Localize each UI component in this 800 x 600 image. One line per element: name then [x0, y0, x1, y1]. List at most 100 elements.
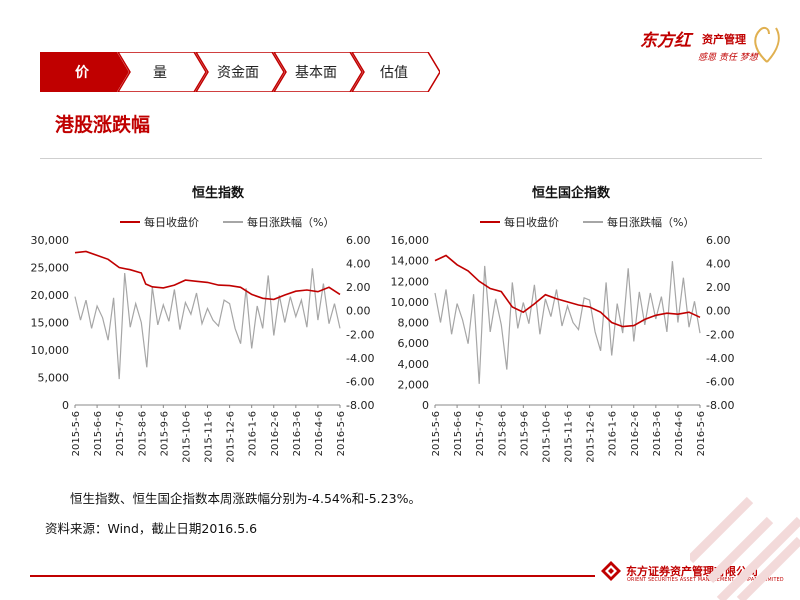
x-tick-label: 2015-5-6 — [71, 411, 82, 456]
close-price-line — [434, 254, 701, 328]
x-tick-label: 2016-2-6 — [270, 411, 281, 456]
legend-swatch — [583, 221, 603, 223]
y-left-tick-label: 20,000 — [31, 289, 70, 302]
y-right-tick-label: 2.00 — [346, 281, 371, 294]
x-tick-label: 2015-9-6 — [519, 411, 530, 456]
y-left-tick-label: 2,000 — [398, 378, 430, 391]
x-tick-label: 2015-12-6 — [586, 411, 597, 463]
x-tick-label: 2015-5-6 — [431, 411, 442, 456]
hsi-chart: 0 5,000 10,000 15,000 20,000 25,000 30,000 -8.0… — [31, 234, 375, 463]
y-right-tick-label: 6.00 — [346, 234, 371, 247]
y-right-tick-label: -2.00 — [706, 328, 734, 341]
y-right-tick-label: 6.00 — [706, 234, 731, 247]
x-tick-label: 2016-4-6 — [674, 411, 685, 456]
legend-item-change: 每日涨跌幅（%） — [583, 214, 694, 230]
y-left-tick-label: 0 — [422, 399, 429, 412]
x-tick-label: 2015-10-6 — [541, 411, 552, 463]
nav-tab-label: 量 — [153, 65, 167, 81]
y-left-tick-label: 30,000 — [31, 234, 70, 247]
nav-tabs: 价 量 资金面 基本面 估值 — [40, 52, 440, 92]
x-tick-label: 2015-8-6 — [137, 411, 148, 456]
nav-tab-label: 估值 — [380, 65, 408, 81]
y-right-tick-label: -6.00 — [346, 375, 374, 388]
company-logo-icon — [601, 561, 621, 581]
y-left-tick-label: 4,000 — [398, 358, 430, 371]
x-tick-label: 2015-10-6 — [181, 411, 192, 463]
x-tick-label: 2015-12-6 — [226, 411, 237, 463]
y-left-tick-label: 10,000 — [31, 344, 70, 357]
decorative-watermark-icon — [690, 496, 800, 600]
chart-title-hscei: 恒生国企指数 — [532, 186, 611, 201]
x-tick-label: 2015-11-6 — [564, 411, 575, 463]
x-tick-label: 2015-8-6 — [497, 411, 508, 456]
x-tick-label: 2016-3-6 — [292, 411, 303, 456]
summary-text: 恒生指数、恒生国企指数本周涨跌幅分别为-4.54%和-5.23%。 — [70, 491, 421, 506]
footer-divider — [30, 575, 595, 577]
x-tick-label: 2016-4-6 — [314, 411, 325, 456]
legend-label: 每日涨跌幅（%） — [607, 216, 695, 229]
legend-item-change: 每日涨跌幅（%） — [223, 214, 334, 230]
brand-logo: 东方红 — [640, 31, 691, 51]
y-left-tick-label: 14,000 — [391, 255, 430, 268]
y-left-tick-label: 16,000 — [391, 234, 430, 247]
brand-suffix: 资产管理 — [702, 33, 746, 46]
x-tick-label: 2016-1-6 — [248, 411, 259, 456]
nav-tab-3[interactable]: 基本面 — [273, 52, 363, 92]
nav-tab-label: 基本面 — [295, 64, 337, 81]
footer-company-name-en: ORIENT SECURITIES ASSET MANAGEMENT COMPA… — [627, 578, 784, 583]
chart-title-hsi: 恒生指数 — [192, 186, 245, 201]
y-right-tick-label: -6.00 — [706, 375, 734, 388]
y-right-tick-label: 4.00 — [346, 258, 371, 271]
y-left-tick-label: 0 — [62, 399, 69, 412]
nav-tab-label: 价 — [75, 65, 90, 81]
y-right-tick-label: 0.00 — [346, 305, 371, 318]
x-tick-label: 2016-5-6 — [336, 411, 347, 456]
x-tick-label: 2015-7-6 — [115, 411, 126, 456]
y-left-tick-label: 12,000 — [391, 275, 430, 288]
y-left-tick-label: 8,000 — [398, 317, 430, 330]
x-tick-label: 2016-2-6 — [630, 411, 641, 456]
y-left-tick-label: 6,000 — [398, 337, 430, 350]
daily-change-line — [434, 261, 701, 384]
legend-hsi: 每日收盘价 每日涨跌幅（%） — [120, 214, 358, 230]
legend-label: 每日涨跌幅（%） — [247, 216, 335, 229]
y-right-tick-label: 2.00 — [706, 281, 731, 294]
x-tick-label: 2015-6-6 — [93, 411, 104, 456]
nav-tab-2[interactable]: 资金面 — [195, 52, 285, 92]
nav-tab-1[interactable]: 量 — [117, 52, 207, 92]
x-tick-label: 2016-1-6 — [608, 411, 619, 456]
nav-tab-4[interactable]: 估值 — [351, 52, 440, 92]
y-right-tick-label: -4.00 — [346, 352, 374, 365]
nav-tab-0[interactable]: 价 — [40, 52, 129, 92]
legend-swatch — [223, 221, 243, 223]
y-right-tick-label: -8.00 — [706, 399, 734, 412]
y-right-tick-label: 0.00 — [706, 305, 731, 318]
y-left-tick-label: 15,000 — [31, 317, 70, 330]
y-right-tick-label: -4.00 — [706, 352, 734, 365]
y-right-tick-label: -2.00 — [346, 328, 374, 341]
legend-label: 每日收盘价 — [504, 216, 559, 229]
x-tick-label: 2016-5-6 — [696, 411, 707, 456]
y-right-tick-label: 4.00 — [706, 258, 731, 271]
legend-swatch — [480, 221, 500, 223]
brand-tagline: 感恩 责任 梦想 — [698, 53, 758, 63]
y-left-tick-label: 5,000 — [38, 372, 70, 385]
source-text: 资料来源：Wind，截止日期2016.5.6 — [45, 521, 258, 536]
page-title: 港股涨跌幅 — [55, 114, 151, 136]
hscei-chart: 0 2,000 4,000 6,000 8,000 10,000 12,000 14,000 1… — [391, 234, 735, 463]
x-tick-label: 2016-3-6 — [652, 411, 663, 456]
close-price-line — [74, 250, 341, 301]
legend-item-close: 每日收盘价 — [480, 214, 559, 230]
legend-hscei: 每日收盘价 每日涨跌幅（%） — [480, 214, 718, 230]
title-divider — [40, 158, 762, 159]
y-left-tick-label: 25,000 — [31, 262, 70, 275]
x-tick-label: 2015-9-6 — [159, 411, 170, 456]
x-tick-label: 2015-11-6 — [204, 411, 215, 463]
daily-change-line — [74, 268, 341, 380]
legend-swatch — [120, 221, 140, 223]
heart-logo-icon — [754, 26, 780, 63]
legend-label: 每日收盘价 — [144, 216, 199, 229]
x-tick-label: 2015-6-6 — [453, 411, 464, 456]
y-right-tick-label: -8.00 — [346, 399, 374, 412]
legend-item-close: 每日收盘价 — [120, 214, 199, 230]
